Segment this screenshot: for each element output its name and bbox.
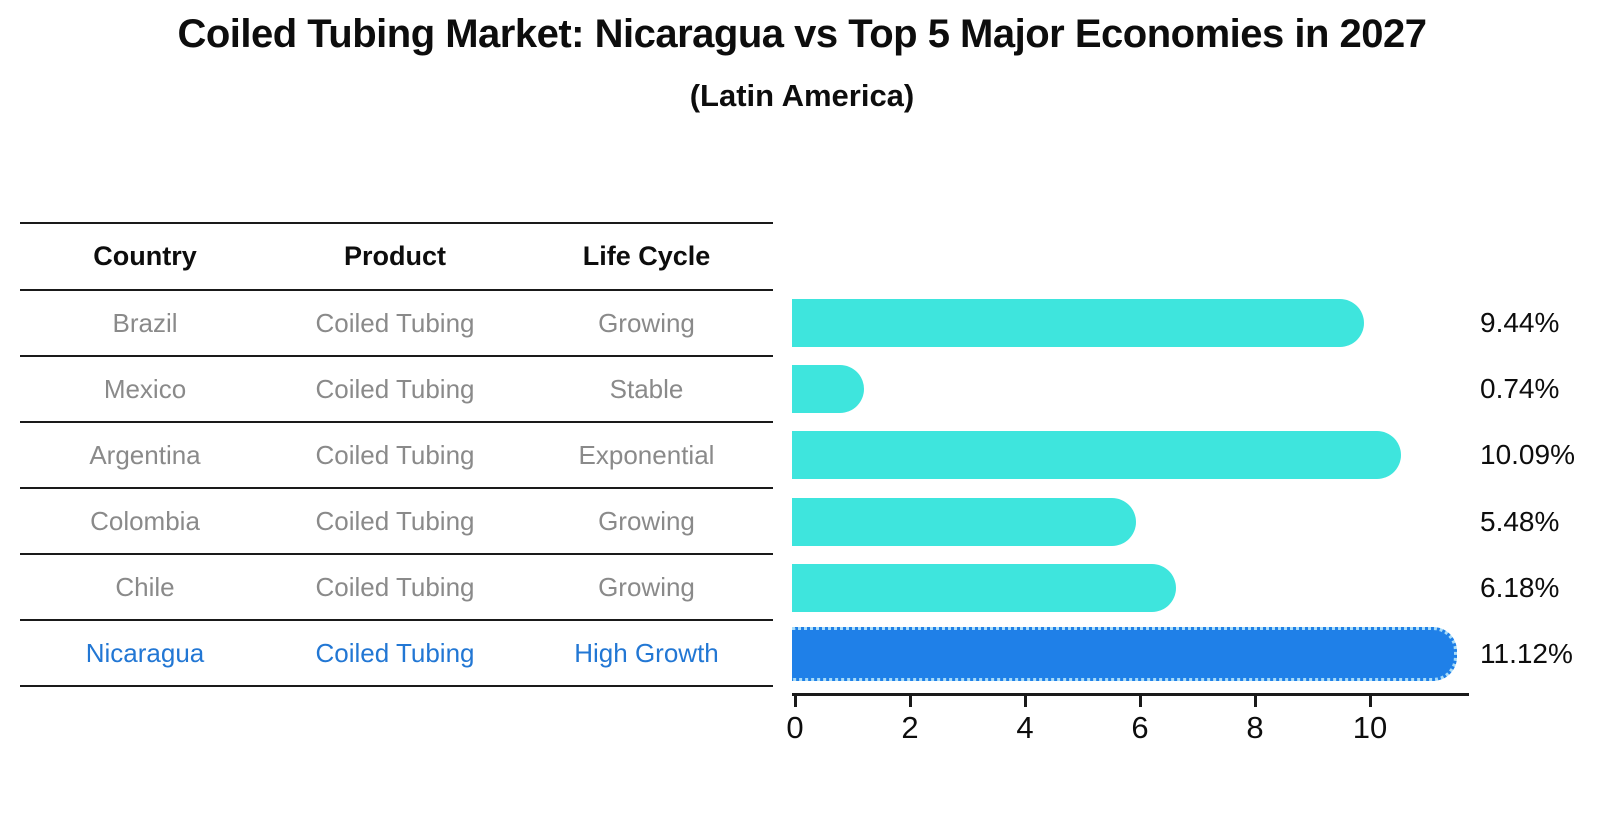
table-cell: Coiled Tubing bbox=[315, 571, 475, 602]
x-axis-tick-label: 4 bbox=[1016, 710, 1034, 745]
plot-area bbox=[792, 290, 1469, 687]
table-cell: Mexico bbox=[103, 373, 187, 404]
table-cell: Nicaragua bbox=[85, 637, 205, 668]
column-header: Life Cycle bbox=[582, 241, 711, 271]
bar-colombia bbox=[792, 497, 1137, 546]
table-header-row: Country Product Life Cycle bbox=[20, 224, 773, 291]
value-label: 9.44% bbox=[1480, 307, 1560, 338]
x-axis-tick-label: 0 bbox=[786, 710, 804, 745]
x-axis-tick-label: 8 bbox=[1246, 710, 1264, 745]
x-axis-tick bbox=[794, 696, 797, 707]
bar-slot bbox=[792, 356, 1469, 422]
table-cell: Chile bbox=[115, 571, 175, 602]
bar-slot bbox=[792, 489, 1469, 555]
x-axis-tick-label: 6 bbox=[1131, 710, 1149, 745]
value-label: 5.48% bbox=[1480, 505, 1560, 537]
table-cell: Coiled Tubing bbox=[315, 505, 475, 536]
value-label: 10.09% bbox=[1480, 439, 1575, 471]
table-cell: Growing bbox=[598, 505, 695, 536]
table-cell: Exponential bbox=[578, 439, 715, 470]
table-row: Colombia Coiled Tubing Growing bbox=[20, 489, 773, 555]
column-header: Product bbox=[343, 241, 446, 271]
bar-slot bbox=[792, 290, 1469, 356]
table-cell: Coiled Tubing bbox=[315, 307, 475, 338]
value-label: 0.74% bbox=[1480, 373, 1560, 405]
x-axis-tick-label: 10 bbox=[1352, 710, 1388, 745]
comparison-table: Country Product Life Cycle Brazil Coiled Tub… bbox=[20, 222, 773, 687]
table-cell: Coiled Tubing bbox=[315, 439, 475, 470]
table-cell: High Growth bbox=[574, 637, 719, 668]
table-row: Mexico Coiled Tubing Stable bbox=[20, 357, 773, 423]
table-cell: Coiled Tubing bbox=[315, 373, 475, 404]
x-axis-line bbox=[792, 693, 1469, 696]
bar-slot bbox=[792, 555, 1469, 621]
table-row: Brazil Coiled Tubing Growing bbox=[20, 291, 773, 357]
table-cell: Stable bbox=[609, 373, 684, 404]
x-axis-tick bbox=[1024, 696, 1027, 707]
table-cell: Growing bbox=[598, 307, 695, 338]
table-cell: Growing bbox=[598, 571, 695, 602]
column-header: Country bbox=[93, 241, 197, 271]
x-axis-tick bbox=[909, 696, 912, 707]
bar-brazil bbox=[792, 299, 1364, 347]
table-cell: Argentina bbox=[89, 439, 201, 470]
x-axis-tick-label: 2 bbox=[901, 710, 919, 745]
x-axis-tick bbox=[1369, 696, 1372, 707]
page-title: Coiled Tubing Market: Nicaragua vs Top 5… bbox=[177, 12, 1427, 56]
bar-slot bbox=[792, 422, 1469, 488]
table-cell: Brazil bbox=[112, 307, 178, 338]
bar-argentina bbox=[792, 431, 1402, 480]
page-subtitle: (Latin America) bbox=[689, 78, 915, 113]
table-row: Argentina Coiled Tubing Exponential bbox=[20, 423, 773, 489]
value-label: 11.12% bbox=[1480, 638, 1573, 669]
bar-mexico bbox=[792, 365, 864, 414]
bar-chart: 9.44% 0.74% 10.09% 5.48% 6.18% 11.12% 0 2 4 6 8 10 bbox=[786, 290, 1604, 760]
value-label: 6.18% bbox=[1480, 571, 1560, 603]
bar-chile bbox=[792, 563, 1177, 612]
x-axis-tick bbox=[1139, 696, 1142, 707]
x-axis-tick bbox=[1254, 696, 1257, 707]
table-cell: Coiled Tubing bbox=[315, 637, 475, 668]
table-row: Chile Coiled Tubing Growing bbox=[20, 555, 773, 621]
bar-nicaragua bbox=[792, 627, 1458, 681]
table-row: Nicaragua Coiled Tubing High Growth bbox=[20, 621, 773, 687]
bar-slot bbox=[792, 621, 1469, 687]
table-cell: Colombia bbox=[90, 505, 200, 536]
